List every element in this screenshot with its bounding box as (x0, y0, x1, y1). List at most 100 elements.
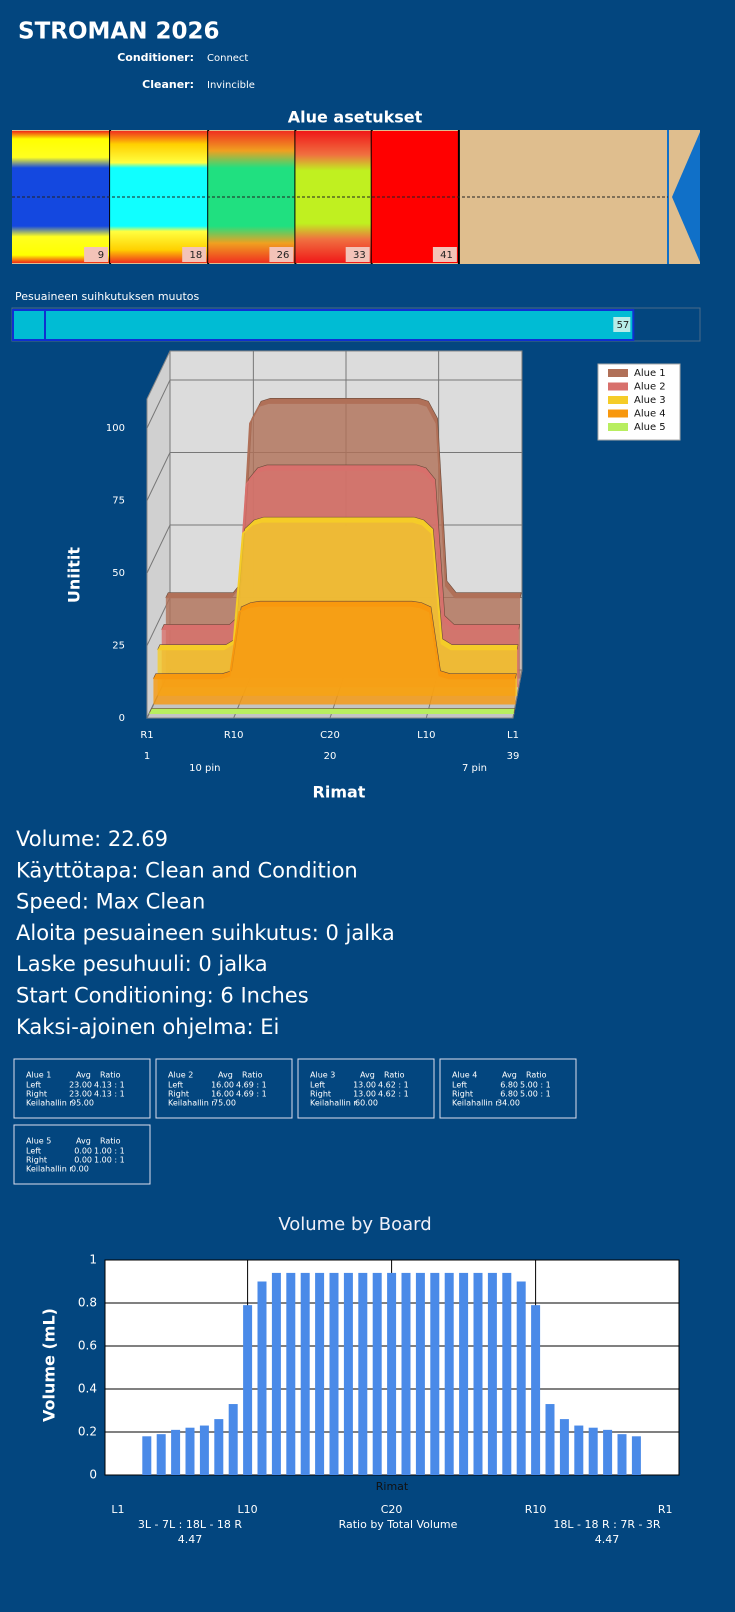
table-cell: 4.69 : 1 (236, 1090, 267, 1099)
table-cell: Left (26, 1147, 41, 1156)
x-tick-label: R10 (224, 730, 244, 741)
bar (631, 1436, 641, 1475)
bar (142, 1436, 152, 1475)
info-line: Kaksi-ajoinen ohjelma: Ei (16, 1015, 279, 1039)
legend-label: Alue 3 (634, 395, 666, 406)
y-tick-label: 75 (112, 496, 125, 507)
table-box (439, 1058, 577, 1119)
legend-label: Alue 5 (634, 422, 666, 433)
zone-marker-box (345, 247, 370, 262)
x-tick-label: 39 (507, 751, 520, 762)
info-line: Speed: Max Clean (16, 890, 205, 914)
zone-marker: 41 (440, 250, 453, 261)
table-cell: Right (310, 1090, 331, 1099)
table-cell: 16.00 (211, 1081, 234, 1090)
bar-title: Volume by Board (278, 1214, 431, 1235)
table-cell: 4.69 : 1 (236, 1081, 267, 1090)
info-line: Start Conditioning: 6 Inches (16, 984, 309, 1008)
table-column: Avg (218, 1071, 233, 1080)
bar (243, 1305, 253, 1475)
zone-marker: 9 (98, 250, 104, 261)
x-tick-label: 20 (324, 751, 337, 762)
zone-marker-box (182, 247, 207, 262)
table-column: Ratio (100, 1137, 121, 1146)
bar (343, 1272, 353, 1475)
table-cell: 1.00 : 1 (94, 1147, 125, 1156)
table-column: Ratio (384, 1071, 405, 1080)
table-cell: Right (26, 1090, 47, 1099)
x-tick-label: C20 (320, 730, 340, 741)
table-box (13, 1124, 151, 1185)
bar (588, 1427, 598, 1475)
table-cell: 4.13 : 1 (94, 1090, 125, 1099)
bar (300, 1272, 310, 1475)
bar (415, 1272, 425, 1475)
table-title: Alue 3 (310, 1071, 335, 1080)
annotation: 7 pin (462, 763, 487, 774)
bar (387, 1272, 397, 1475)
bar (358, 1272, 368, 1475)
x-tick-label: L1 (507, 730, 519, 741)
bar (516, 1281, 526, 1475)
y-tick-label: 0.2 (78, 1425, 97, 1439)
zone-marker-box (84, 247, 109, 262)
x-tick-label: L10 (417, 730, 435, 741)
bar (171, 1429, 181, 1475)
x-tick-label: L10 (238, 1503, 258, 1516)
table-column: Ratio (526, 1071, 547, 1080)
table-column: Ratio (242, 1071, 263, 1080)
legend-swatch (608, 396, 628, 404)
bar (559, 1419, 569, 1475)
table-column: Avg (76, 1137, 91, 1146)
table-cell: 75.00 (213, 1099, 236, 1108)
table-column: Ratio (100, 1071, 121, 1080)
x-axis-label: Rimat (313, 783, 366, 802)
legend-swatch (608, 382, 628, 391)
footer-text: 3L - 7L : 18L - 18 R (138, 1518, 242, 1531)
y-tick-label: 100 (106, 423, 125, 434)
table-title: Alue 4 (452, 1071, 477, 1080)
bar (315, 1272, 325, 1475)
y-tick-label: 1 (89, 1253, 97, 1267)
table-title: Alue 5 (26, 1137, 51, 1146)
bar (473, 1272, 483, 1475)
pin-deck (672, 132, 700, 262)
bar (444, 1272, 454, 1475)
table-cell: Right (26, 1156, 47, 1165)
bar (271, 1272, 281, 1475)
table-cell: 1.00 : 1 (94, 1156, 125, 1165)
bar (459, 1272, 469, 1475)
bar (257, 1281, 267, 1475)
footer-text: 18L - 18 R : 7R - 3R (553, 1518, 661, 1531)
zone-segment (12, 131, 111, 263)
table-cell: Left (168, 1081, 183, 1090)
y-tick-label: 0.4 (78, 1382, 97, 1396)
table-cell: Keilahallin r (26, 1165, 73, 1174)
legend-label: Alue 2 (634, 382, 666, 393)
x-tick-label: 1 (144, 751, 150, 762)
legend-swatch (608, 369, 628, 377)
y-tick-label: 0 (119, 713, 125, 724)
table-cell: 0.00 (71, 1165, 89, 1174)
info-line: Laske pesuhuuli: 0 jalka (16, 952, 268, 976)
legend-label: Alue 4 (634, 409, 666, 420)
zone-title: Alue asetukset (288, 108, 423, 127)
y-axis-label: Volume (mL) (40, 1308, 59, 1422)
footer-text: 4.47 (178, 1533, 203, 1546)
table-cell: Keilahallin r (452, 1099, 499, 1108)
bar (228, 1404, 238, 1475)
x-tick-label: R1 (658, 1503, 673, 1516)
table-cell: 5.00 : 1 (520, 1081, 551, 1090)
spray-value: 57 (617, 320, 630, 331)
zone-marker: 33 (353, 250, 366, 261)
area-line (161, 469, 519, 631)
bar (502, 1272, 512, 1475)
annotation: 10 pin (189, 763, 220, 774)
spray-bar (12, 309, 635, 341)
y-tick-label: 25 (112, 641, 125, 652)
table-cell: 6.80 (500, 1090, 518, 1099)
area-line (153, 605, 516, 680)
table-cell: 5.00 : 1 (520, 1090, 551, 1099)
table-cell: 0.00 (74, 1147, 92, 1156)
